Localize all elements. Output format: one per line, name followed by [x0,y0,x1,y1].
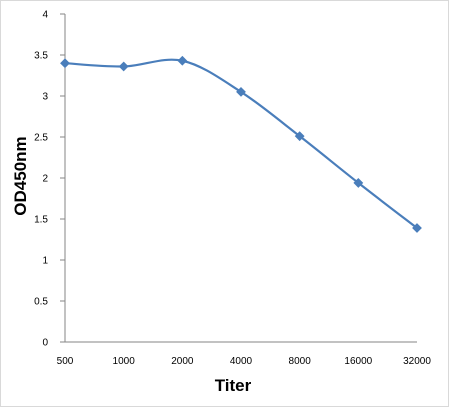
data-point-marker [236,86,246,97]
x-axis-title: Titer [215,376,252,395]
data-point-marker [177,55,188,66]
x-tick-label: 8000 [289,356,312,367]
y-tick-label: 0 [42,338,48,349]
series-markers [60,55,422,233]
data-point-marker [294,131,305,142]
y-tick-label: 3 [42,92,48,103]
y-tick-label: 3.5 [34,51,48,62]
y-tick-label: 4 [42,10,48,21]
x-tick-label: 2000 [171,356,194,367]
x-axis-tick-labels: 500 1000 2000 4000 8000 16000 32000 [57,356,432,367]
y-tick-label: 1.5 [34,215,48,226]
x-tick-label: 16000 [344,356,372,367]
data-point-marker [412,223,422,233]
y-tick-label: 2 [42,174,48,185]
data-point-marker [353,178,364,188]
data-point-marker [118,61,129,72]
y-axis-tick-labels: 0 0.5 1 1.5 2 2.5 3 3.5 4 [34,10,48,349]
data-point-marker [60,58,70,69]
series-line [64,58,418,229]
y-axis-ticks [60,13,65,343]
x-tick-label: 1000 [113,356,136,367]
y-tick-label: 1 [42,256,48,267]
y-tick-label: 2.5 [34,133,48,144]
x-tick-label: 4000 [230,356,253,367]
y-tick-label: 0.5 [34,297,48,308]
y-axis-title: OD450nm [11,136,30,215]
x-tick-label: 32000 [403,356,431,367]
x-tick-label: 500 [57,356,74,367]
